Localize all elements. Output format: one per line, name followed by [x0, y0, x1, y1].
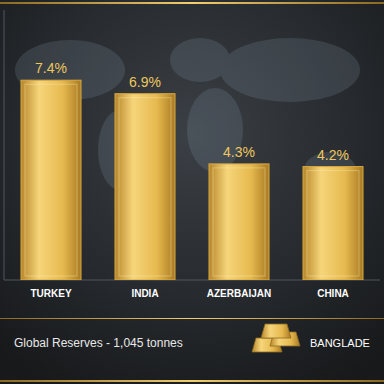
data-label: 4.3% — [223, 144, 255, 160]
value-axis-line — [4, 10, 5, 280]
top-border — [0, 2, 384, 4]
bar-highlight — [307, 171, 359, 276]
category-label: TURKEY — [30, 288, 71, 299]
map-shape — [220, 38, 360, 102]
bar — [303, 167, 363, 280]
data-label: 6.9% — [129, 74, 161, 90]
labels: 7.4% TURKEY 6.9% INDIA 4.3% AZERBAIJAN 4.2% CHI… — [30, 60, 349, 299]
annotation: BANGLADE — [310, 337, 370, 349]
page: {"chart_data": {"type": "bar", "categori… — [0, 0, 384, 384]
separator — [0, 318, 384, 319]
background — [0, 0, 384, 384]
chart-svg: 7.4% TURKEY 6.9% INDIA 4.3% AZERBAIJAN 4.2% CHI… — [0, 0, 384, 384]
bars — [21, 80, 363, 280]
bar-highlight — [25, 84, 77, 276]
category-label: INDIA — [131, 288, 158, 299]
annotation: Global Reserves - 1,045 tonnes — [14, 336, 183, 350]
bar — [21, 80, 81, 280]
bar-highlight — [119, 98, 171, 276]
bar-highlight — [213, 168, 265, 276]
gold-icon — [252, 324, 300, 352]
data-label: 7.4% — [35, 60, 67, 76]
bottom-border — [0, 380, 384, 382]
category-label: CHINA — [317, 288, 349, 299]
bar — [209, 164, 269, 280]
map-shape — [170, 38, 230, 82]
data-label: 4.2% — [317, 147, 349, 163]
gold-icon-bar — [261, 324, 291, 338]
bar — [115, 94, 175, 280]
category-label: AZERBAIJAN — [207, 288, 271, 299]
chart-container: 7.4% TURKEY 6.9% INDIA 4.3% AZERBAIJAN 4.2% CHI… — [0, 0, 384, 384]
